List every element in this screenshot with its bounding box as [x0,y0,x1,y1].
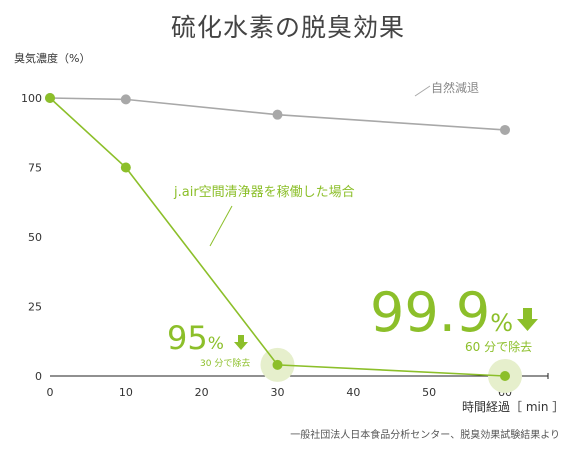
annotation-95-unit: % [208,334,224,354]
y-axis-label: 臭気濃度（%） [14,51,90,65]
series-line-purifier [49,97,506,377]
source-note: 一般社団法人日本食品分析センター、脱臭効果試験結果より [290,430,560,441]
y-tick-label: 50 [28,231,42,244]
annotation-99-value: 99.9% [370,281,513,344]
x-axis-label: 時間経過［ min ］ [462,400,564,414]
chart-title: 硫化水素の脱臭効果 [170,13,405,42]
down-arrow-icon [517,308,538,331]
data-point-purifier [500,371,510,381]
data-point-purifier [272,359,283,370]
data-point-natural-decline [500,124,510,135]
legend-purifier: j.air空間清浄器を稼働した場合 [173,185,355,200]
data-point-purifier [45,93,55,103]
annotation-95-caption: 30 分で除去 [200,357,250,369]
y-tick-label: 0 [35,370,42,383]
y-tick-label: 75 [28,162,42,175]
annotation-99-unit: % [490,309,513,337]
data-point-purifier [120,162,131,173]
data-point-natural-decline [272,109,283,120]
y-tick-label: 25 [28,301,42,314]
annotation-99-number: 99.9 [370,281,490,344]
data-point-natural-decline [120,94,131,105]
x-tick-label: 20 [195,386,209,399]
y-tick-label: 100 [21,92,42,105]
annotation-99-caption: 60 分で除去 [465,339,532,354]
legend-natural-decline: 自然減退 [431,80,479,95]
series-line-natural-decline [49,97,506,131]
natural-decline-leader-line [414,85,431,97]
x-tick-label: 30 [271,386,285,399]
down-arrow-icon [234,335,248,350]
x-tick-label: 40 [346,386,360,399]
x-tick-label: 10 [119,386,133,399]
annotation-95-number: 95 [167,319,208,357]
x-tick-label: 50 [422,386,436,399]
purifier-leader-line [209,205,233,247]
x-tick-label: 0 [47,386,54,399]
annotation-95-value: 95% [167,319,224,357]
